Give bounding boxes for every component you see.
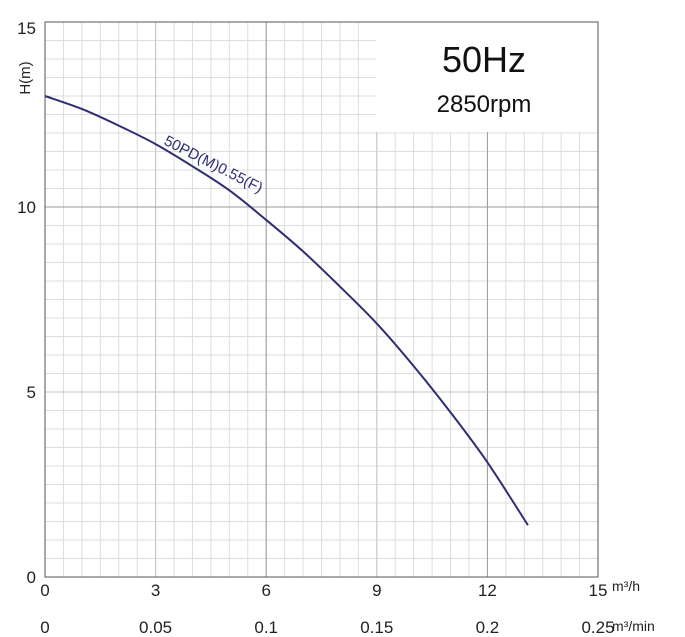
x-tick-label: 0 xyxy=(40,581,49,600)
x2-tick-label: 0.25 xyxy=(581,618,614,637)
x-axis-ticks: 0 3 6 9 12 15 xyxy=(40,581,607,600)
curve-label: 50PD(M)0.55(F) xyxy=(161,132,265,196)
x-tick-label: 15 xyxy=(589,581,608,600)
plot-frame xyxy=(44,21,599,578)
y-tick-label: 10 xyxy=(17,198,36,217)
x-axis-unit: m³/h xyxy=(612,578,640,594)
x2-tick-label: 0.05 xyxy=(139,618,172,637)
x2-tick-label: 0 xyxy=(40,618,49,637)
y-axis-ticks: 0 5 10 15 xyxy=(17,19,36,587)
y-axis-label: H(m) xyxy=(17,61,34,94)
x2-axis-unit: m³/min xyxy=(612,618,655,634)
x-tick-label: 3 xyxy=(151,581,160,600)
x2-tick-label: 0.15 xyxy=(360,618,393,637)
frequency-label: 50Hz xyxy=(442,39,526,80)
curve-50pd-m-0-55-f xyxy=(44,95,529,526)
y-tick-label: 15 xyxy=(17,19,36,38)
x-tick-label: 9 xyxy=(372,581,381,600)
speed-label: 2850rpm xyxy=(437,91,532,118)
x2-tick-label: 0.1 xyxy=(254,618,278,637)
x2-axis-ticks: 0 0.05 0.1 0.15 0.2 0.25 xyxy=(40,618,614,637)
y-tick-label: 5 xyxy=(27,383,36,402)
x-tick-label: 12 xyxy=(478,581,497,600)
y-tick-label: 0 xyxy=(27,568,36,587)
x2-tick-label: 0.2 xyxy=(476,618,500,637)
x-tick-label: 6 xyxy=(261,581,270,600)
legend-box xyxy=(376,22,598,132)
